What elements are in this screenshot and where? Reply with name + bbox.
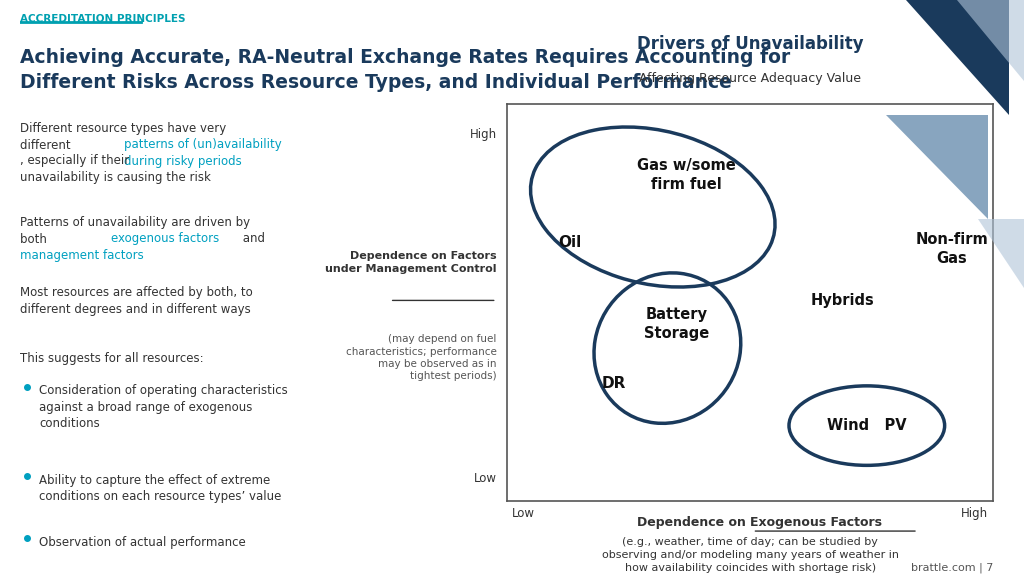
Text: Hybrids: Hybrids	[811, 293, 874, 308]
Text: Gas w/some
firm fuel: Gas w/some firm fuel	[638, 158, 736, 192]
Text: Battery
Storage: Battery Storage	[644, 308, 710, 341]
Text: , especially if their
unavailability is causing the risk: , especially if their unavailability is …	[20, 154, 211, 184]
Text: and: and	[240, 232, 265, 245]
Text: ACCREDITATION PRINCIPLES: ACCREDITATION PRINCIPLES	[20, 14, 186, 24]
Text: Drivers of Unavailability: Drivers of Unavailability	[637, 35, 863, 53]
Text: Low: Low	[474, 472, 497, 485]
Text: Low: Low	[512, 507, 535, 520]
Text: High: High	[962, 507, 988, 520]
Text: Affecting Resource Adequacy Value: Affecting Resource Adequacy Value	[639, 72, 861, 85]
Text: Oil: Oil	[558, 235, 582, 251]
Text: Dependence on: Dependence on	[637, 516, 750, 529]
Text: patterns of (un)availability
during risky periods: patterns of (un)availability during risk…	[124, 138, 282, 168]
Text: This suggests for all resources:: This suggests for all resources:	[20, 353, 204, 365]
Text: Different resource types have very
different: Different resource types have very diffe…	[20, 122, 226, 152]
Text: exogenous factors: exogenous factors	[111, 232, 219, 245]
Text: Exogenous Factors: Exogenous Factors	[750, 516, 882, 529]
Text: brattle.com | 7: brattle.com | 7	[911, 562, 993, 573]
Text: High: High	[470, 127, 497, 141]
Text: Non-firm
Gas: Non-firm Gas	[915, 232, 988, 266]
Text: (e.g., weather, time of day; can be studied by
observing and/or modeling many ye: (e.g., weather, time of day; can be stud…	[601, 537, 899, 573]
Text: Patterns of unavailability are driven by
both: Patterns of unavailability are driven by…	[20, 216, 251, 246]
Text: Wind   PV: Wind PV	[827, 418, 906, 433]
Text: DR: DR	[602, 376, 626, 391]
Text: Ability to capture the effect of extreme
conditions on each resource types’ valu: Ability to capture the effect of extreme…	[39, 474, 282, 503]
Text: Consideration of operating characteristics
against a broad range of exogenous
co: Consideration of operating characteristi…	[39, 384, 288, 430]
Text: Observation of actual performance: Observation of actual performance	[39, 536, 246, 549]
Text: Most resources are affected by both, to
different degrees and in different ways: Most resources are affected by both, to …	[20, 286, 253, 316]
Text: Dependence on Factors
under Management Control: Dependence on Factors under Management C…	[326, 251, 497, 274]
Text: management factors: management factors	[20, 249, 144, 262]
Text: Achieving Accurate, RA-Neutral Exchange Rates Requires Accounting for
Different : Achieving Accurate, RA-Neutral Exchange …	[20, 48, 791, 92]
Text: (may depend on fuel
characteristics; performance
may be observed as in
tightest : (may depend on fuel characteristics; per…	[346, 334, 497, 381]
